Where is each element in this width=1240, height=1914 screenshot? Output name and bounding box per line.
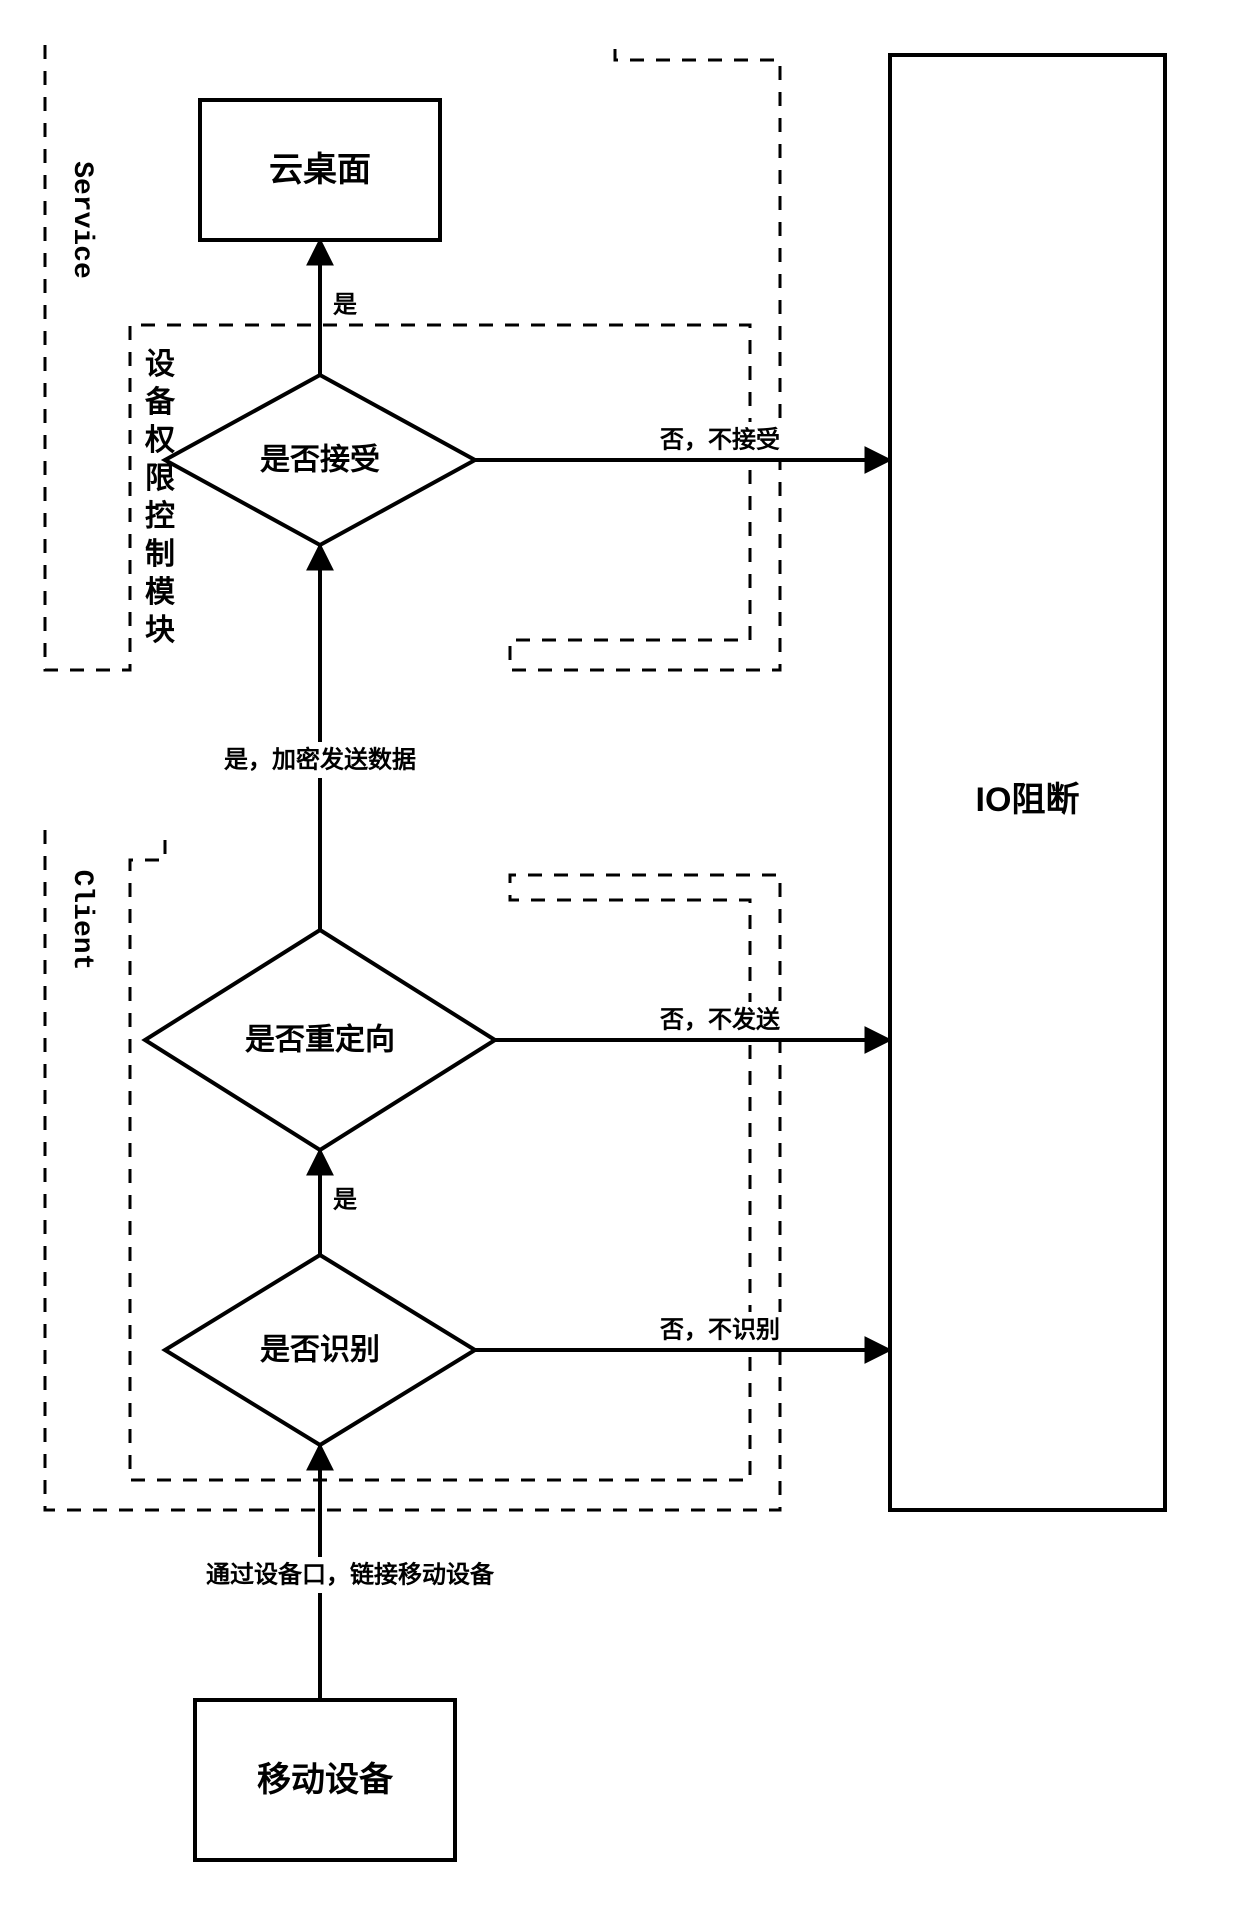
edge-label: 通过设备口，链接移动设备 [206,1561,495,1589]
edge-label: 否，不识别 [659,1317,780,1344]
edge-label: 是 [333,1187,357,1214]
edge-label: 否，不发送 [659,1006,781,1034]
edge-label: 是 [333,292,357,319]
redirect-label: 是否重定向 [245,1023,395,1057]
accept-label: 是否接受 [260,444,380,477]
perm-module-label: 设备权限控制模块 [144,348,176,647]
edge-label: 否，不接受 [659,426,780,454]
region-label: Client [66,870,97,971]
region-label: Service [66,161,97,279]
recognize-label: 是否识别 [260,1334,380,1367]
cloud_desktop-label: 云桌面 [269,151,371,189]
mobile_device-label: 移动设备 [257,1761,394,1799]
flowchart-canvas: ServiceClient设备权限控制模块是是，加密发送数据是通过设备口，链接移… [0,0,1240,1914]
edge-label: 是，加密发送数据 [224,746,416,774]
io_block-label: IO阻断 [976,781,1080,819]
